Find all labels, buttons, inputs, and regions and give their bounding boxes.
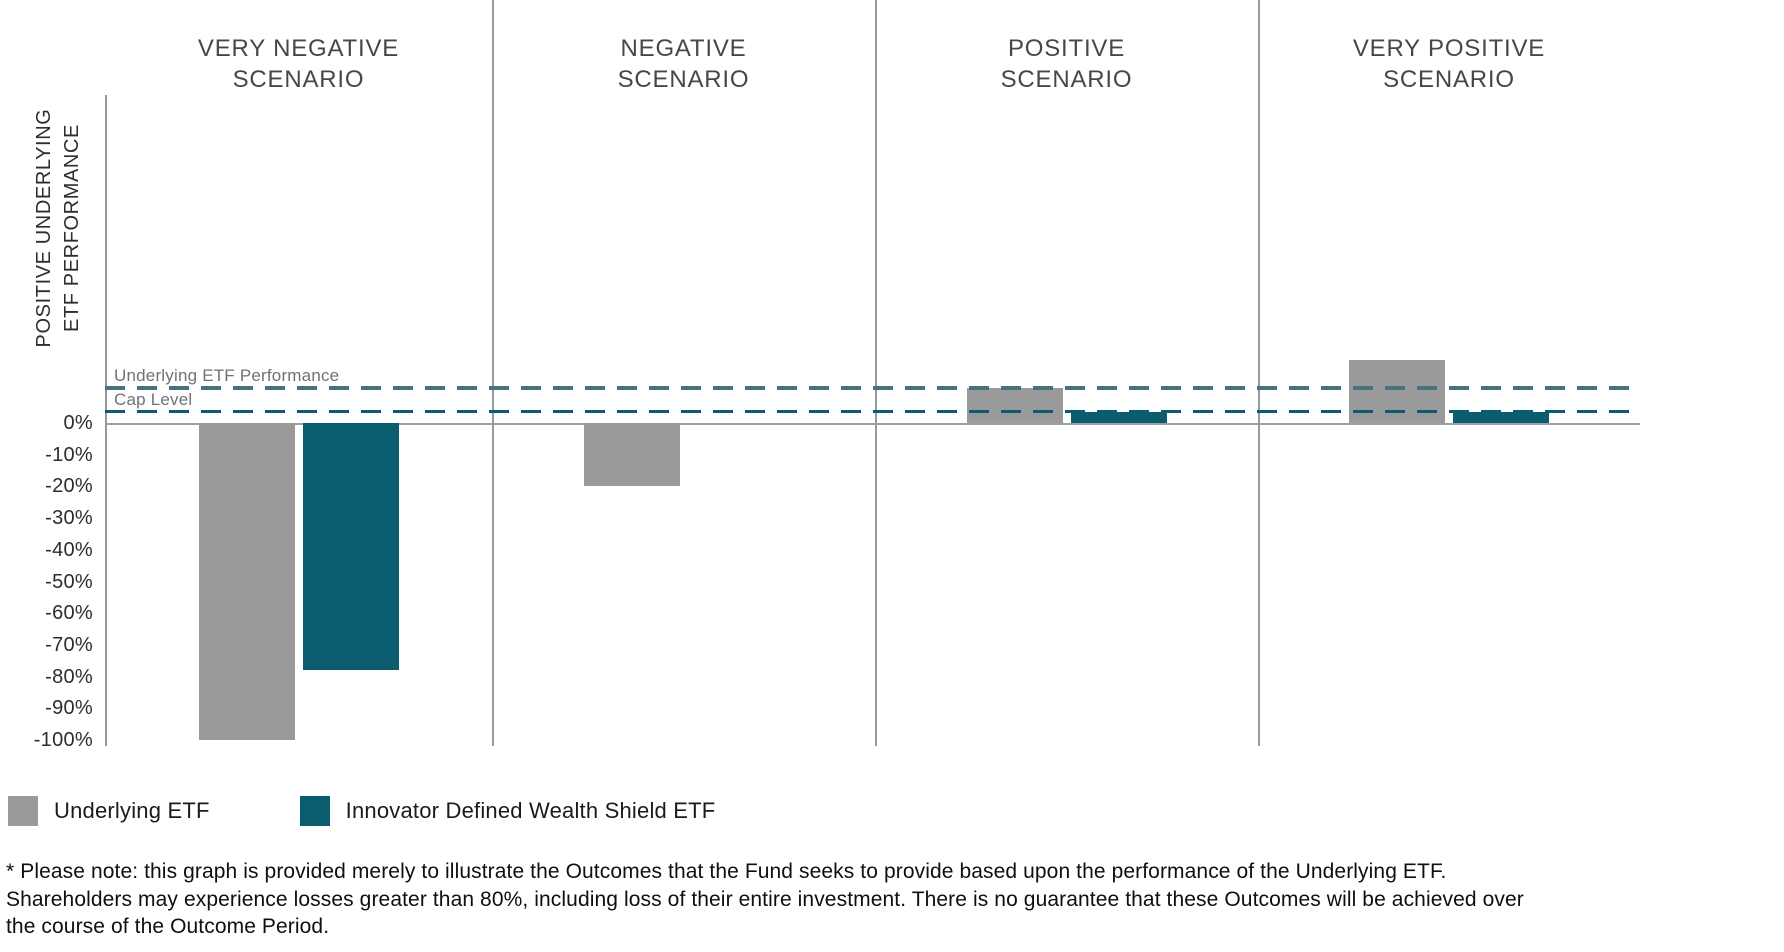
y-tick-label: -20% bbox=[45, 475, 93, 498]
reference-line-label-cap-level: Cap Level bbox=[114, 389, 193, 409]
scenario-title-positive-scenario: POSITIVE SCENARIO bbox=[1000, 35, 1133, 93]
reference-line-cap-level bbox=[105, 409, 1640, 414]
reference-line-underlying-etf-performance bbox=[105, 386, 1640, 390]
legend-item-underlying-etf: Underlying ETF bbox=[8, 796, 210, 826]
y-tick-label: -10% bbox=[45, 443, 93, 466]
y-tick-label: -70% bbox=[45, 633, 93, 656]
scenario-title-very-positive-scenario: VERY POSITIVE SCENARIO bbox=[1352, 35, 1546, 93]
y-tick-label: 0% bbox=[63, 412, 93, 434]
panel-divider bbox=[492, 0, 494, 746]
footnote: * Please note: this graph is provided me… bbox=[6, 860, 1524, 939]
legend-swatch-innovator-defined-wealth-shield-etf bbox=[299, 796, 330, 826]
panel-divider bbox=[1258, 0, 1260, 746]
innovator-defined-wealth-shield-etf-bar bbox=[302, 423, 399, 671]
underlying-etf-bar bbox=[966, 388, 1063, 423]
y-tick-label: -60% bbox=[45, 602, 93, 625]
y-tick-label: -30% bbox=[45, 507, 93, 530]
y-axis-line bbox=[105, 95, 107, 746]
innovator-defined-wealth-shield-etf-bar bbox=[1070, 411, 1167, 423]
y-tick-label: -100% bbox=[33, 729, 93, 751]
y-axis-title: POSITIVE UNDERLYING ETF PERFORMANCE bbox=[33, 108, 83, 348]
underlying-etf-bar bbox=[1349, 359, 1445, 423]
legend-item-innovator-defined-wealth-shield-etf: Innovator Defined Wealth Shield ETF bbox=[299, 796, 716, 826]
y-tick-label: -80% bbox=[45, 665, 93, 688]
innovator-defined-wealth-shield-etf-bar bbox=[1453, 411, 1549, 423]
y-tick-label: -50% bbox=[45, 570, 93, 593]
scenario-title-negative-scenario: NEGATIVE SCENARIO bbox=[617, 35, 750, 93]
panel-divider bbox=[875, 0, 877, 746]
outcome-scenarios-chart: POSITIVE UNDERLYING ETF PERFORMANCE VERY… bbox=[33, 0, 1640, 751]
legend-label: Innovator Defined Wealth Shield ETF bbox=[345, 798, 716, 823]
underlying-etf-bar bbox=[198, 423, 295, 740]
scenario-title-very-negative-scenario: VERY NEGATIVE SCENARIO bbox=[197, 35, 400, 93]
reference-line-label-underlying-etf-performance: Underlying ETF Performance bbox=[114, 366, 340, 386]
y-tick-label: -40% bbox=[45, 538, 93, 561]
zero-baseline bbox=[105, 423, 1640, 425]
y-tick-label: -90% bbox=[45, 697, 93, 720]
legend-label: Underlying ETF bbox=[54, 798, 210, 823]
legend: Underlying ETF Innovator Defined Wealth S… bbox=[8, 796, 715, 826]
underlying-etf-bar bbox=[583, 423, 680, 487]
legend-swatch-underlying-etf bbox=[8, 796, 38, 826]
